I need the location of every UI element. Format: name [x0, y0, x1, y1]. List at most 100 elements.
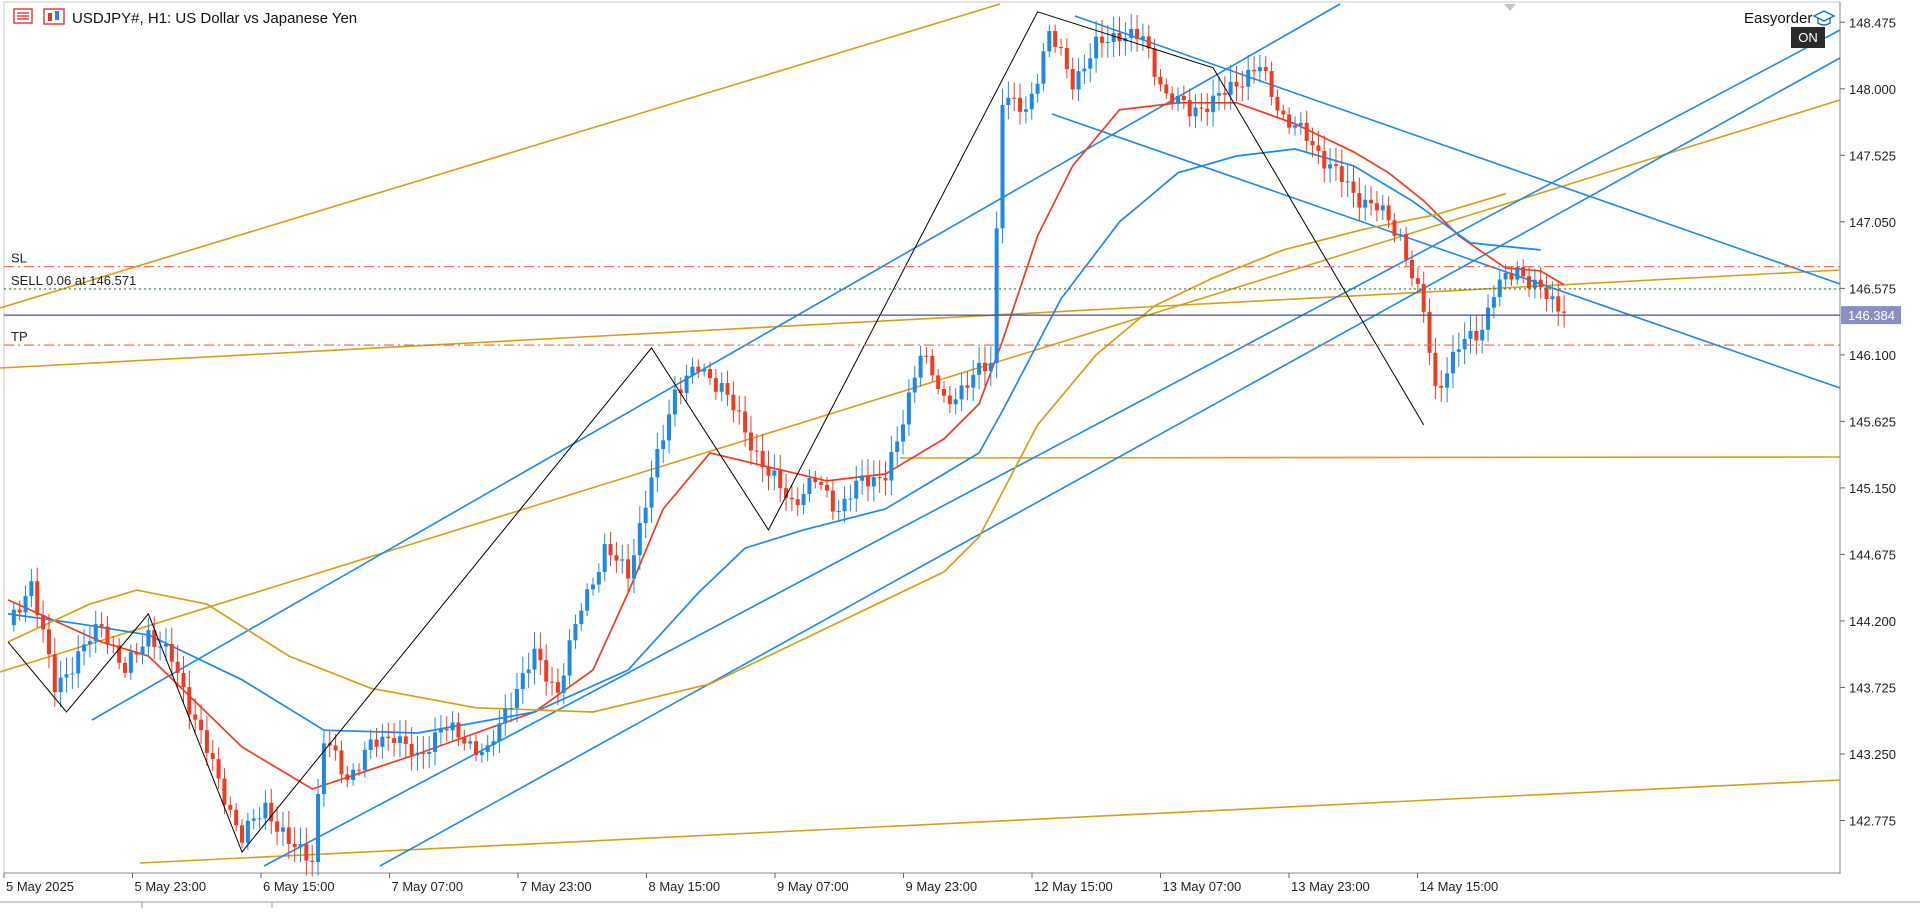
candle-body: [1211, 95, 1216, 113]
blue-trendline-7[interactable]: [379, 57, 1841, 867]
tab-strip: [0, 901, 1920, 908]
time-axis[interactable]: 5 May 2025 5 May 23:00 6 May 15:00 7 May 07…: [3, 873, 1499, 894]
candle-body: [1363, 199, 1368, 208]
gold-trendline-4[interactable]: [899, 456, 1841, 459]
autotrade-badge[interactable]: [1791, 27, 1825, 48]
candle-body: [672, 389, 677, 415]
candle-body: [1287, 114, 1292, 128]
candle-body: [1099, 36, 1104, 43]
candle-body: [310, 860, 315, 862]
red-moving-average: [7, 101, 1565, 790]
zigzag-line: [7, 11, 1425, 853]
blue-trendline-9[interactable]: [1051, 113, 1841, 389]
candle-body: [1070, 69, 1075, 90]
candle-body: [1322, 150, 1327, 169]
candle-body: [1111, 33, 1116, 42]
candle-body: [444, 729, 449, 731]
candle-body: [924, 355, 929, 357]
candle-body: [526, 669, 531, 674]
blue-trendline-5[interactable]: [91, 3, 1341, 721]
candle-body: [1509, 272, 1514, 280]
candle-body: [1012, 97, 1017, 99]
order-line-label: SELL 0.06 at 146.571: [11, 273, 136, 288]
candle-body: [626, 559, 631, 579]
candle-body: [210, 753, 215, 760]
candle-body: [988, 363, 993, 372]
candle-body: [286, 827, 291, 844]
order-lines-layer[interactable]: SL SELL 0.06 at 146.571 TP: [4, 251, 1840, 346]
gold-moving-average: [7, 192, 1506, 713]
gold-trendline-0[interactable]: [0, 3, 1001, 309]
candle-body: [123, 662, 127, 673]
price-tick-label: 145.150: [1849, 481, 1896, 496]
candle-body: [193, 714, 198, 720]
candle-body: [58, 677, 63, 693]
candle-body: [591, 584, 595, 590]
candle-body: [1216, 93, 1221, 96]
chart-type-icon[interactable]: [43, 8, 65, 25]
candle-body: [1082, 68, 1087, 72]
candle-body: [64, 674, 69, 678]
candle-body: [70, 673, 75, 675]
candle-body: [1392, 220, 1397, 236]
blue-trendline-8[interactable]: [1074, 15, 1841, 285]
candle-body: [1562, 311, 1567, 313]
candle-body: [427, 751, 432, 754]
moving-averages-layer: [7, 101, 1565, 790]
candle-body: [860, 475, 865, 481]
time-tick-label: 9 May 07:00: [777, 879, 849, 894]
candle-body: [169, 643, 174, 662]
candle-body: [1339, 166, 1344, 182]
candle-body: [947, 395, 952, 405]
candle-body: [29, 581, 34, 597]
chart-shift-marker[interactable]: [1504, 4, 1516, 11]
candle-body: [11, 609, 16, 626]
time-tick-label: 8 May 15:00: [649, 879, 721, 894]
candle-body: [497, 723, 502, 742]
candle-body: [1544, 287, 1549, 300]
candle-body: [1497, 279, 1502, 298]
candle-body: [1105, 41, 1110, 43]
candle-body: [1047, 31, 1052, 52]
price-axis[interactable]: 148.475 148.000 147.525 147.050 146.575 146.1…: [1840, 15, 1901, 828]
candle-body: [1468, 330, 1473, 339]
candle-body: [1140, 36, 1145, 40]
candle-body: [871, 477, 876, 487]
time-tick-label: 5 May 23:00: [135, 879, 207, 894]
blue-trendline-6[interactable]: [263, 29, 1841, 867]
gold-trendline-3[interactable]: [139, 779, 1841, 864]
candle-body: [1117, 33, 1122, 42]
candle-body: [690, 366, 695, 376]
candle-body: [1252, 69, 1257, 72]
candle-body: [766, 467, 771, 476]
price-tick-label: 146.575: [1849, 281, 1896, 296]
candle-body: [1246, 69, 1251, 87]
candle-body: [1199, 107, 1204, 109]
candle-body: [1176, 95, 1180, 104]
candle-body: [392, 738, 397, 743]
trendlines-layer: [0, 3, 1841, 867]
candle-body: [415, 752, 420, 756]
time-tick-label: 14 May 15:00: [1420, 879, 1499, 894]
candle-body: [93, 624, 98, 642]
time-tick-label: 7 May 23:00: [520, 879, 592, 894]
expert-hat-icon: [1812, 10, 1836, 26]
gold-trendline-2[interactable]: [0, 99, 1841, 673]
candle-body: [474, 741, 478, 756]
candle-body: [46, 629, 51, 655]
candle-body: [1503, 272, 1508, 280]
time-tick-label: 13 May 07:00: [1163, 879, 1242, 894]
menu-icon[interactable]: [13, 8, 33, 24]
candle-body: [953, 399, 958, 405]
candle-body: [1433, 352, 1438, 386]
candle-body: [479, 751, 484, 756]
candle-body: [965, 385, 970, 388]
candle-body: [801, 493, 806, 506]
candle-body: [936, 375, 941, 390]
candle-body: [351, 769, 356, 780]
current-price-label: 146.384: [1848, 308, 1895, 323]
candle-body: [942, 389, 946, 396]
candle-body: [1187, 100, 1192, 117]
